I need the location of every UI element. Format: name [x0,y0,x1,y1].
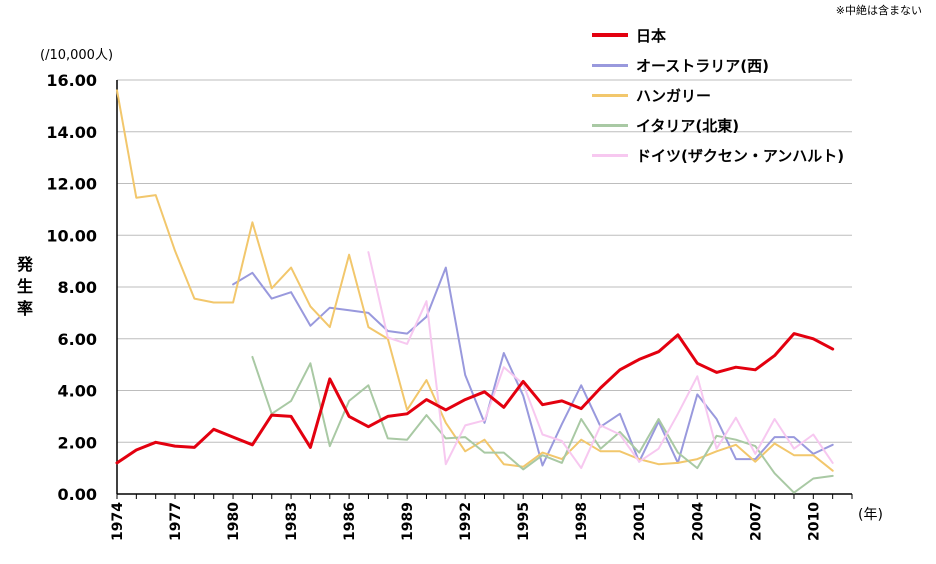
legend-swatch [592,63,628,67]
legend-item: ドイツ(ザクセン・アンハルト) [592,140,844,170]
x-tick-label: 2010 [806,502,822,541]
legend-label: ハンガリー [636,86,712,105]
legend-swatch [592,33,628,37]
series-line [251,355,834,494]
x-tick-label: 1974 [110,502,126,541]
legend-item: ハンガリー [592,80,844,110]
legend-label: オーストラリア(西) [636,56,769,75]
y-tick-label: 16.00 [46,71,97,90]
x-tick-label: 1998 [574,502,590,541]
legend-swatch [592,153,628,157]
legend-label: イタリア(北東) [636,116,740,135]
x-tick-label: 1989 [400,502,416,541]
legend-swatch [592,93,628,97]
series-line [367,251,834,470]
x-tick-label: 2007 [748,502,764,541]
series-line [232,266,834,467]
x-tick-label: 1992 [458,502,474,541]
legend-label: 日本 [636,26,667,45]
x-tick-label: 2004 [690,502,706,541]
y-axis-unit: (/10,000人) [40,48,114,63]
legend: 日本オーストラリア(西) ハンガリーイタリア(北東) ドイツ(ザクセン・アンハルト) [592,20,844,170]
y-axis-label: 発生率 [16,255,33,318]
y-tick-label: 4.00 [58,382,97,401]
legend-item: 日本 [592,20,844,50]
x-tick-label: 1995 [516,502,532,541]
y-tick-label: 2.00 [58,433,97,452]
note-text: ※中絶は含まない [835,4,922,17]
legend-label: ドイツ(ザクセン・アンハルト) [636,146,845,165]
y-tick-label: 6.00 [58,330,97,349]
y-tick-label: 10.00 [46,226,97,245]
series-line [115,332,835,465]
x-tick-label: 1980 [226,502,242,541]
legend-item: オーストラリア(西) [592,50,844,80]
legend-swatch [592,123,628,127]
y-tick-label: 8.00 [58,278,97,297]
x-axis-unit: (年) [858,507,883,523]
x-tick-label: 1986 [342,502,358,541]
legend-item: イタリア(北東) [592,110,844,140]
y-tick-label: 14.00 [46,123,97,142]
x-tick-label: 1983 [284,502,300,541]
x-tick-label: 2001 [632,502,648,541]
x-tick-label: 1977 [168,502,184,541]
y-tick-label: 0.00 [58,485,97,504]
y-tick-label: 12.00 [46,175,97,194]
